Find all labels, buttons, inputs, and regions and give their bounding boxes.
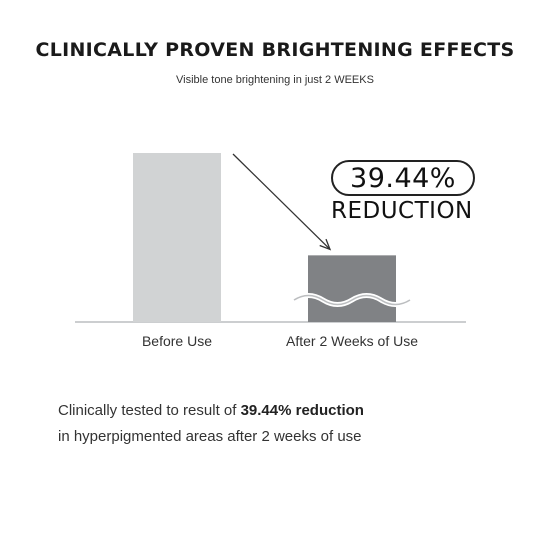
chart-title: CLINICALLY PROVEN BRIGHTENING EFFECTS bbox=[35, 39, 515, 61]
x-tick-label: After 2 Weeks of Use bbox=[286, 333, 418, 349]
wave-break-line bbox=[293, 294, 411, 306]
reduction-value-badge: 39.44% bbox=[331, 160, 475, 196]
reduction-arrow-line bbox=[232, 153, 331, 250]
x-tick-label: Before Use bbox=[142, 333, 212, 349]
reduction-label: REDUCTION bbox=[331, 198, 473, 224]
footnote-line2: in hyperpigmented areas after 2 weeks of… bbox=[58, 428, 362, 445]
chart-subtitle: Visible tone brightening in just 2 WEEKS bbox=[176, 74, 374, 86]
reduction-arrow-head bbox=[319, 238, 332, 251]
bar-after-2-weeks bbox=[308, 255, 396, 322]
footnote-highlight: 39.44% reduction bbox=[240, 402, 364, 419]
bar-before-use bbox=[133, 153, 221, 322]
footnote: Clinically tested to result of 39.44% re… bbox=[58, 398, 518, 450]
footnote-prefix: Clinically tested to result of bbox=[58, 402, 241, 419]
